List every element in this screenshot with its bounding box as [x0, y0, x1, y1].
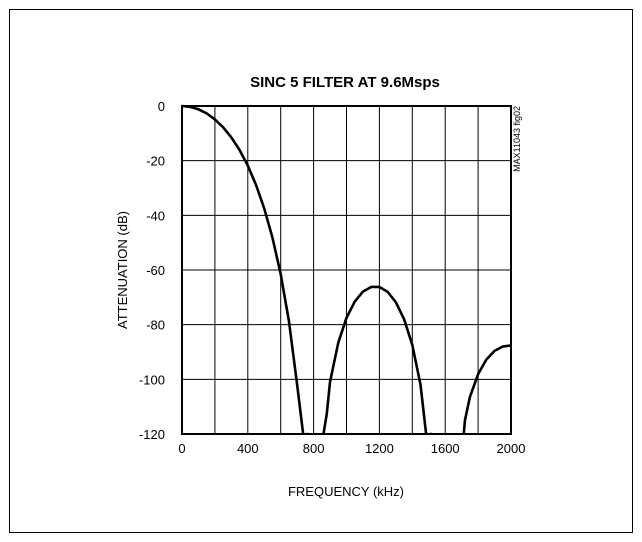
x-tick-label: 800: [303, 441, 325, 456]
y-tick-label: -120: [139, 427, 165, 442]
series-line-lobe-1: [182, 104, 309, 434]
chart-title: SINC 5 FILTER AT 9.6Msps: [250, 74, 440, 91]
data-series: [182, 104, 511, 434]
y-tick-label: 0: [158, 99, 165, 114]
series-line-lobe-3: [461, 344, 511, 434]
x-tick-label: 2000: [497, 441, 526, 456]
figure-id-label: MAX11043 fig02: [512, 106, 522, 172]
x-axis-label: FREQUENCY (kHz): [288, 484, 404, 499]
y-tick-label: -40: [146, 208, 165, 223]
y-tick-label: -100: [139, 372, 165, 387]
tick-labels: 0 400 800 1200 1600 2000 0 -20 -40 -60 -80 -100 -120: [139, 99, 525, 456]
series-line-lobe-2: [322, 285, 433, 434]
grid: [182, 106, 511, 434]
plot-area-border: [181, 105, 512, 435]
x-tick-label: 400: [237, 441, 259, 456]
chart-frame: [9, 9, 633, 533]
y-tick-label: -80: [146, 318, 165, 333]
y-tick-label: -20: [146, 154, 165, 169]
x-tick-label: 1200: [365, 441, 394, 456]
y-tick-label: -60: [146, 263, 165, 278]
x-tick-label: 1600: [431, 441, 460, 456]
y-axis-label: ATTENUATION (dB): [115, 211, 130, 329]
x-tick-label: 0: [178, 441, 185, 456]
